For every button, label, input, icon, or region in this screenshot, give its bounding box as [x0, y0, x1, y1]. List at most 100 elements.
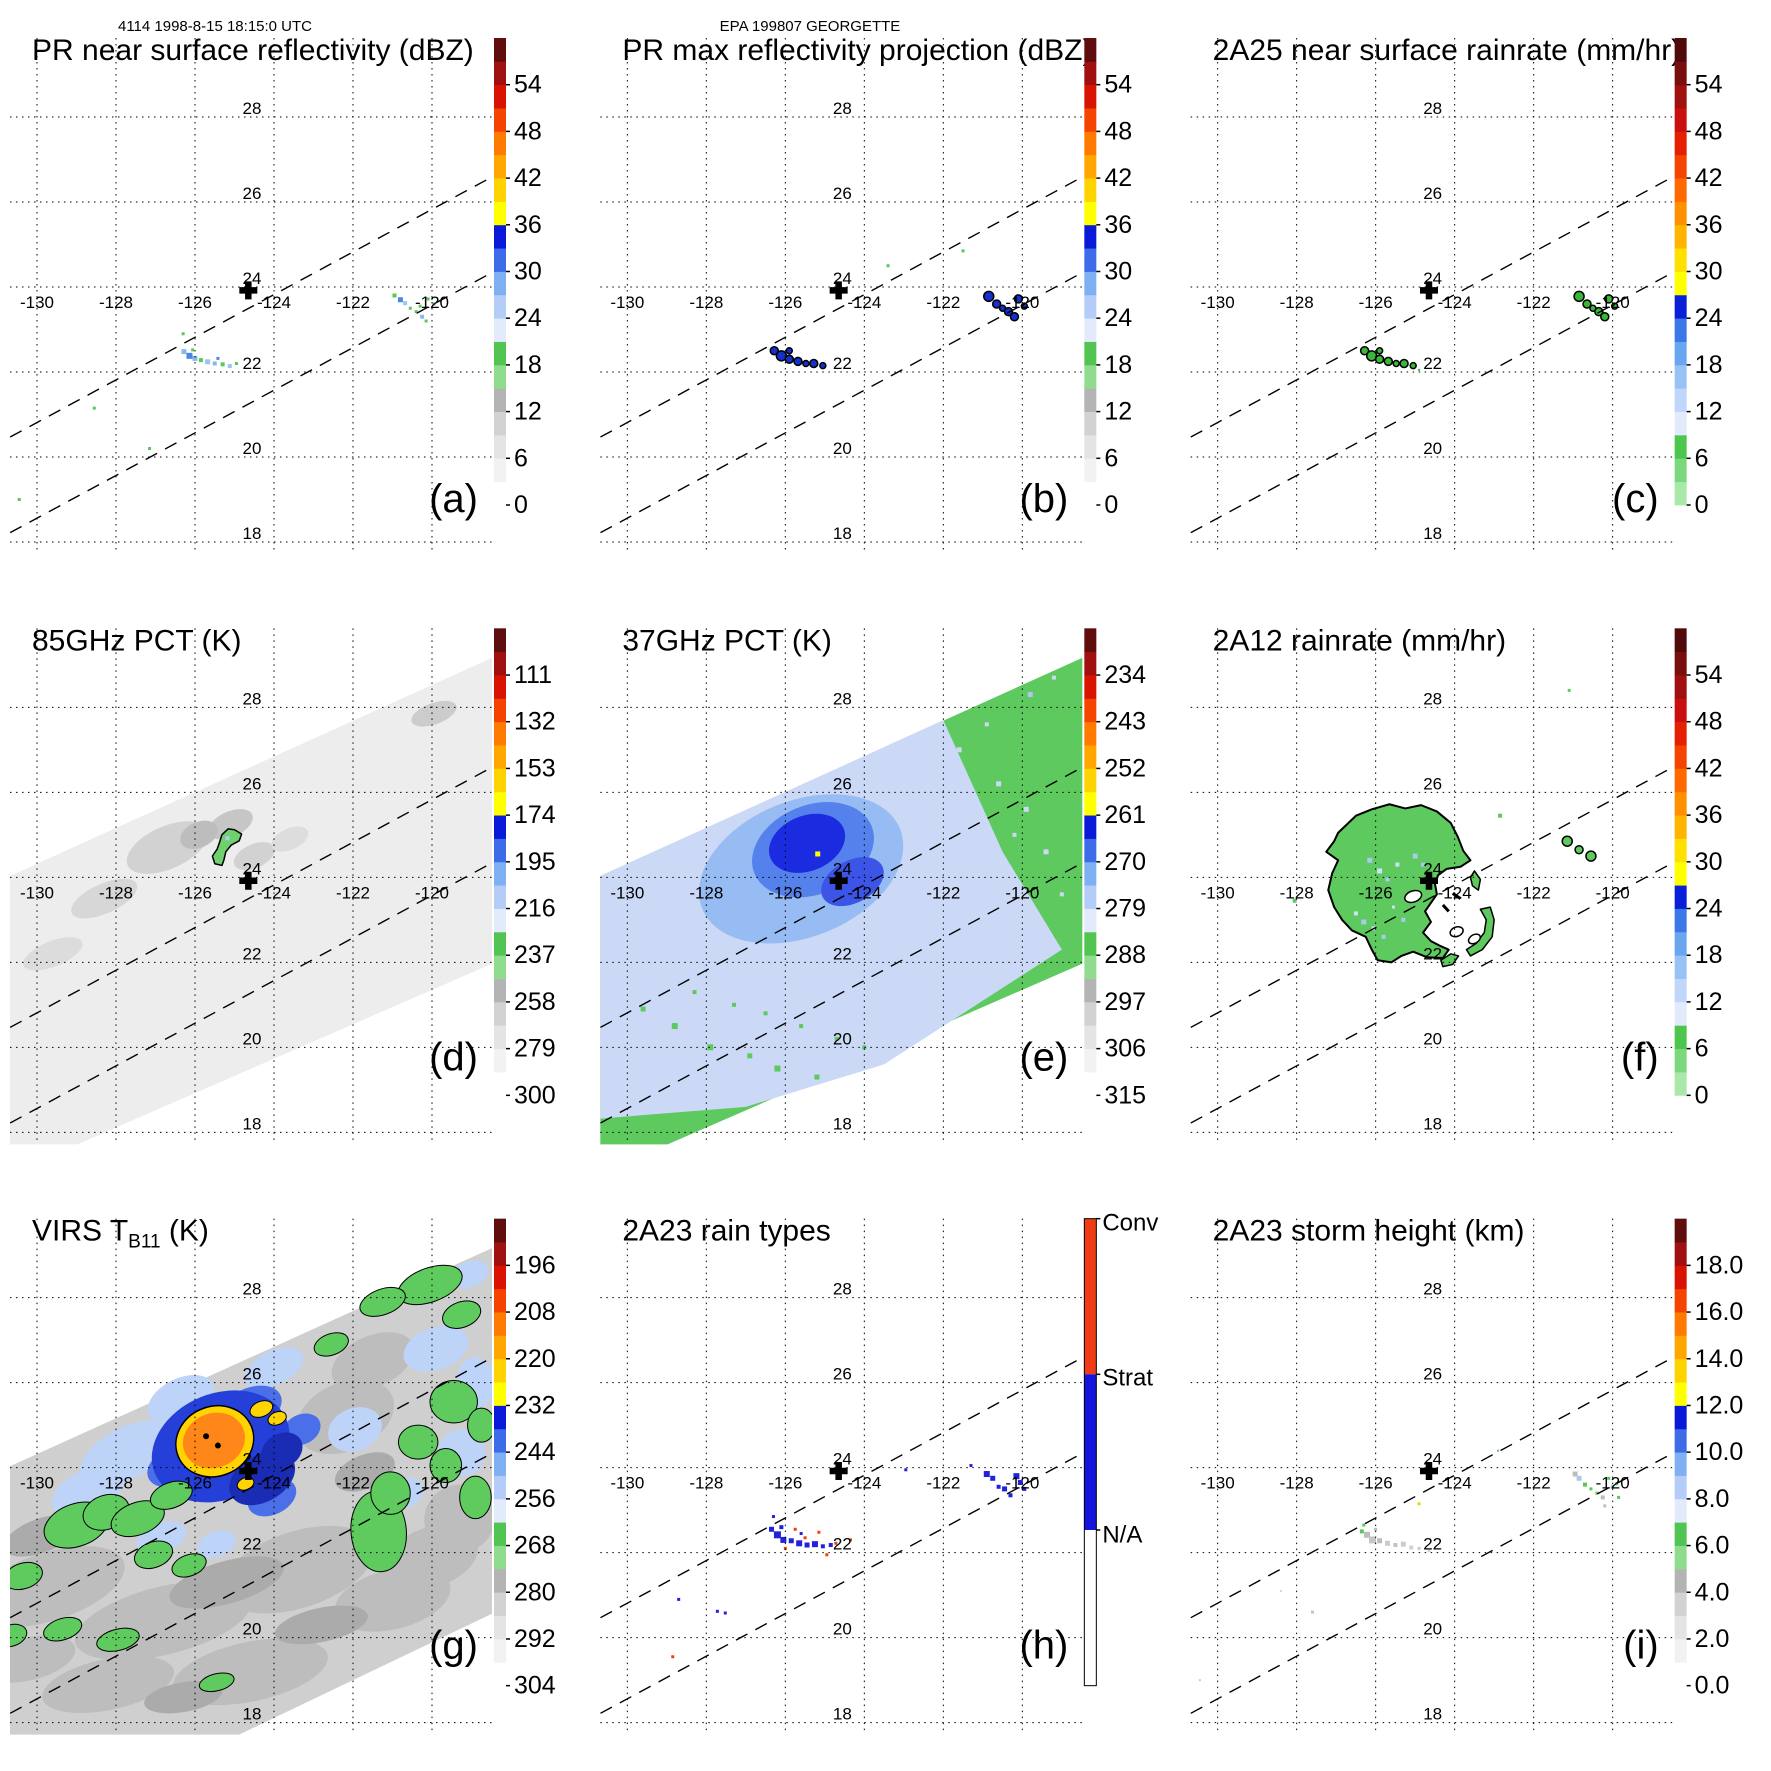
- lat-axis-label: 20: [833, 1620, 852, 1639]
- panel-d: -130 -128 -126 -124 -122 -12028262422201885GH…: [9, 624, 556, 1145]
- colorbar-tick-label: 18: [1695, 351, 1723, 379]
- lon-axis-label: -126: [1359, 883, 1393, 902]
- colorbar-segment: [1674, 1615, 1687, 1640]
- map-feature: [1412, 853, 1418, 859]
- colorbar-border: [1083, 1218, 1097, 1687]
- colorbar-segment: [494, 1048, 506, 1073]
- lat-axis-label: 28: [243, 1280, 262, 1299]
- map-feature: [1595, 1491, 1599, 1495]
- swath-edge-dashed-line: [9, 766, 493, 1028]
- swath-edge-dashed-line: [600, 1452, 1083, 1714]
- map-feature: [1369, 1536, 1376, 1544]
- colorbar-segment: [1674, 1265, 1687, 1290]
- colorbar-segment: [1084, 248, 1097, 272]
- colorbar-segment: [494, 154, 506, 179]
- pr-swath-edge-lines: [1190, 766, 1674, 1124]
- colorbar-segment: [494, 1592, 506, 1617]
- map-feature: [793, 356, 803, 367]
- lat-axis-label: 22: [243, 1535, 262, 1554]
- map-data-layer: [600, 657, 1083, 1145]
- colorbar-segment: [494, 1522, 506, 1546]
- lon-axis-label: -124: [1438, 1474, 1472, 1493]
- map-feature: [809, 358, 819, 369]
- map-feature: [814, 1074, 820, 1080]
- colorbar-segment: [1084, 1529, 1097, 1686]
- map-feature: [1469, 870, 1482, 891]
- colorbar-segment: [1084, 931, 1097, 956]
- colorbar-segment: [494, 1382, 506, 1406]
- map-feature: [769, 346, 780, 356]
- lon-axis-label: -126: [178, 883, 212, 902]
- colorbar-segment: [494, 1218, 506, 1243]
- colorbar-segment: [1674, 908, 1687, 933]
- colorbar-segment: [1674, 1405, 1687, 1430]
- map-feature: [815, 851, 821, 857]
- colorbar-category-label: Strat: [1102, 1365, 1153, 1392]
- map-feature: [692, 990, 697, 995]
- map-feature: [1417, 1502, 1421, 1506]
- map-feature: [227, 364, 232, 369]
- colorbar-segment: [1674, 698, 1687, 723]
- colorbar-segment: [1084, 1374, 1097, 1530]
- pr-swath-edge-lines: [1190, 1356, 1674, 1714]
- map-feature: [1374, 1527, 1378, 1531]
- map-feature: [198, 1672, 235, 1693]
- storm-center-marker: [1419, 1462, 1438, 1481]
- colorbar-segment: [1084, 1071, 1097, 1096]
- map-feature: [392, 293, 397, 298]
- colorbar-segment: [1674, 1358, 1687, 1383]
- map-feature: [1375, 347, 1384, 355]
- colorbar-segment: [1674, 294, 1687, 319]
- panel-h: -130 -128 -126 -124 -122 -1202826242220182A23…: [600, 1210, 1158, 1735]
- map-feature: [671, 1655, 675, 1659]
- colorbar-segment: [1674, 318, 1687, 342]
- map-feature: [1574, 844, 1584, 855]
- colorbar-segment: [494, 931, 506, 956]
- swath-edge-dashed-line: [1190, 766, 1674, 1028]
- lat-axis-label: 28: [1423, 689, 1442, 708]
- map-feature: [707, 1044, 714, 1051]
- map-feature: [990, 1475, 996, 1481]
- panel-letter: (b): [1019, 477, 1068, 521]
- colorbar-segment: [1084, 628, 1097, 653]
- map-feature: [771, 1515, 775, 1519]
- colorbar-segment: [1674, 1382, 1687, 1406]
- lon-axis-label: -124: [847, 293, 881, 312]
- colorbar-tick-label: 18: [1104, 351, 1132, 379]
- panel-title: 2A23 rain types: [622, 1215, 830, 1248]
- lon-axis-label: -128: [99, 883, 133, 902]
- map-data-layer: [1292, 688, 1597, 968]
- lon-axis-label: -122: [926, 1474, 960, 1493]
- swath-edge-dashed-line: [1190, 1452, 1674, 1714]
- map-feature: [1409, 361, 1417, 370]
- panel-title: 2A23 storm height (km): [1213, 1215, 1525, 1248]
- colorbar-tick-label: 54: [514, 71, 542, 99]
- colorbar-tick-label: 12: [1695, 398, 1723, 426]
- colorbar-tick-label: 0: [1695, 1081, 1709, 1109]
- colorbar-tick-label: 268: [514, 1532, 556, 1560]
- colorbar-segment: [1084, 978, 1097, 1003]
- swath-edge-dashed-line: [600, 766, 1083, 1028]
- colorbar-c: 54 48 42 36 30 24 18 12 6 0: [1674, 38, 1723, 519]
- map-feature: [984, 722, 989, 727]
- colorbar-tick-label: 292: [514, 1625, 556, 1653]
- colorbar-i: 18.0 16.0 14.0 12.0 10.0 8.0 6.0 4.0 2.0 0.0: [1674, 1218, 1743, 1700]
- colorbar-segment: [1674, 1218, 1687, 1243]
- map-feature: [1385, 877, 1390, 882]
- map-feature: [763, 1011, 768, 1016]
- colorbar-segment: [1084, 224, 1097, 249]
- map-feature: [1615, 1482, 1619, 1486]
- swath-edge-dashed-line: [1190, 271, 1674, 534]
- map-feature: [23, 937, 83, 971]
- map-feature: [785, 347, 794, 355]
- colorbar-segment: [1674, 745, 1687, 769]
- colorbar-tick-label: 6: [1695, 444, 1709, 472]
- panel-title-part: 2A23 rain types: [622, 1215, 830, 1248]
- lon-axis-label: -124: [257, 883, 291, 902]
- lat-axis-label: 22: [1423, 354, 1442, 373]
- lat-axis-label: 26: [833, 774, 852, 793]
- swath-edge-dashed-line: [1190, 1356, 1674, 1619]
